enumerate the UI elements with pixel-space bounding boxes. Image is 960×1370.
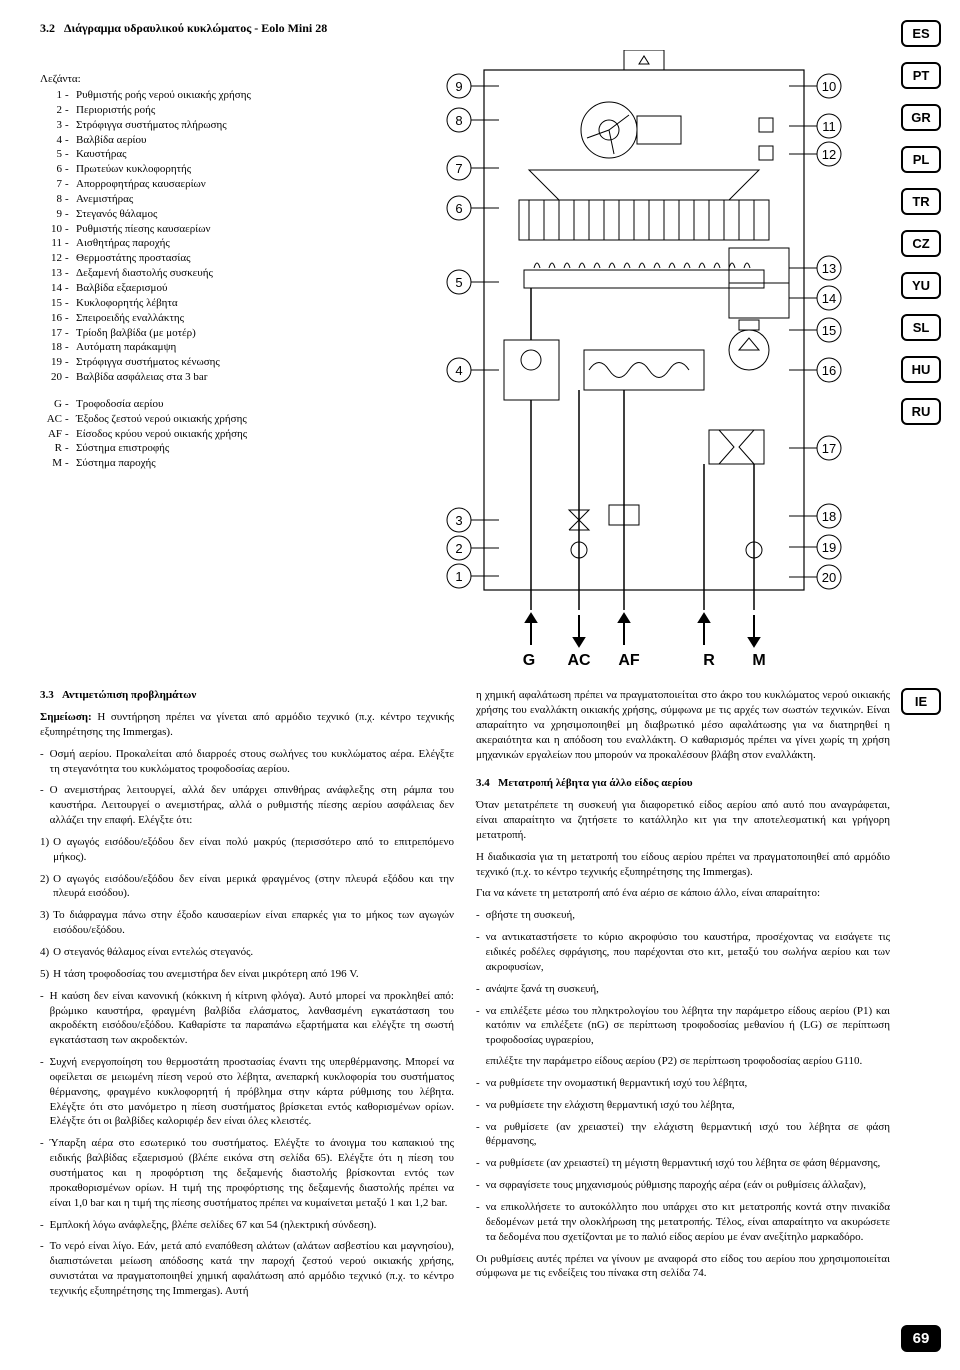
hydraulic-diagram: 9 8 7 6 5 4 3 2 1 10 11 12 13 14 15 16 17 18 19 20 G AC AF R M	[398, 50, 890, 670]
check-item: 2)Ο αγωγός εισόδου/εξόδου δεν είναι μερι…	[40, 872, 454, 902]
legend-item: 12-Θερμοστάτης προστασίας	[40, 251, 390, 266]
bullet-item: να ρυθμίσετε (αν χρειαστεί) την ελάχιστη…	[476, 1120, 890, 1150]
svg-text:R: R	[703, 652, 715, 669]
lang-pl: PL	[901, 146, 941, 173]
svg-text:17: 17	[822, 441, 836, 456]
sec34-title: 3.4 Μετατροπή λέβητα για άλλο είδος αερί…	[476, 776, 890, 791]
svg-text:7: 7	[455, 161, 462, 176]
bullet-item: ανάψτε ξανά τη συσκευή,	[476, 982, 890, 997]
right-sidebar-lower: IE 69	[900, 688, 942, 1352]
lang-hu: HU	[901, 356, 941, 383]
legend-item: 14-Βαλβίδα εξαερισμού	[40, 281, 390, 296]
legend-item: AF-Είσοδος κρύου νερού οικιακής χρήσης	[40, 427, 390, 442]
svg-text:19: 19	[822, 540, 836, 555]
lang-cz: CZ	[901, 230, 941, 257]
note: Σημείωση: Η συντήρηση πρέπει να γίνεται …	[40, 710, 454, 740]
svg-text:10: 10	[822, 79, 836, 94]
bullet-item: σβήστε τη συσκευή,	[476, 908, 890, 923]
check-item: 5)Η τάση τροφοδοσίας του ανεμιστήρα δεν …	[40, 967, 454, 982]
legend-heading: Λεζάντα:	[40, 72, 390, 87]
legend-item: 4-Βαλβίδα αερίου	[40, 133, 390, 148]
legend-item: 5-Καυστήρας	[40, 147, 390, 162]
legend-item: G-Τροφοδοσία αερίου	[40, 397, 390, 412]
svg-text:1: 1	[455, 569, 462, 584]
svg-text:G: G	[523, 652, 535, 669]
svg-text:4: 4	[455, 363, 462, 378]
legend-item: 20-Βαλβίδα ασφάλειας στα 3 bar	[40, 370, 390, 385]
svg-text:6: 6	[455, 201, 462, 216]
svg-text:9: 9	[455, 79, 462, 94]
svg-text:14: 14	[822, 291, 836, 306]
svg-text:13: 13	[822, 261, 836, 276]
legend-item: 7-Απορροφητήρας καυσαερίων	[40, 177, 390, 192]
bullet-item: να αντικαταστήσετε το κύριο ακροφύσιο το…	[476, 930, 890, 975]
svg-text:18: 18	[822, 509, 836, 524]
legend-connections: G-Τροφοδοσία αερίουAC-Έξοδος ζεστού νερο…	[40, 397, 390, 471]
legend-item: M-Σύστημα παροχής	[40, 456, 390, 471]
svg-text:11: 11	[822, 119, 836, 134]
left-text-column: 3.3 Αντιμετώπιση προβλημάτων Σημείωση: Η…	[40, 688, 454, 1352]
section-title: 3.2 Διάγραμμα υδραυλικού κυκλώματος - Eo…	[40, 20, 890, 36]
legend-list: 1-Ρυθμιστής ροής νερού οικιακής χρήσης2-…	[40, 88, 390, 385]
legend-item: 1-Ρυθμιστής ροής νερού οικιακής χρήσης	[40, 88, 390, 103]
sec33-title: 3.3 Αντιμετώπιση προβλημάτων	[40, 688, 454, 703]
bullet-item: να ρυθμίσετε την ελάχιστη θερμαντική ισχ…	[476, 1098, 890, 1113]
svg-text:20: 20	[822, 570, 836, 585]
legend-item: 2-Περιοριστής ροής	[40, 103, 390, 118]
legend-item: 17-Τρίοδη βαλβίδα (με μοτέρ)	[40, 326, 390, 341]
lang-sl: SL	[901, 314, 941, 341]
svg-text:16: 16	[822, 363, 836, 378]
legend-item: 19-Στρόφιγγα συστήματος κένωσης	[40, 355, 390, 370]
svg-text:AF: AF	[618, 652, 640, 669]
legend-item: R-Σύστημα επιστροφής	[40, 441, 390, 456]
svg-text:AC: AC	[567, 652, 591, 669]
check-item: 1)Ο αγωγός εισόδου/εξόδου δεν είναι πολύ…	[40, 835, 454, 865]
check-item: 4)Ο στεγανός θάλαμος είναι εντελώς στεγα…	[40, 945, 454, 960]
svg-text:12: 12	[822, 147, 836, 162]
svg-text:15: 15	[822, 323, 836, 338]
legend-item: 8-Ανεμιστήρας	[40, 192, 390, 207]
right-text-column: η χημική αφαλάτωση πρέπει να πραγματοποι…	[476, 688, 890, 1352]
lang-ru: RU	[901, 398, 941, 425]
svg-text:5: 5	[455, 275, 462, 290]
bullet-item: να ρυθμίσετε την ονομαστική θερμαντική ι…	[476, 1076, 890, 1091]
lang-tr: TR	[901, 188, 941, 215]
language-sidebar: ES PT GR PL TR CZ YU SL HU RU	[900, 20, 942, 688]
lang-yu: YU	[901, 272, 941, 299]
svg-text:3: 3	[455, 513, 462, 528]
lang-pt: PT	[901, 62, 941, 89]
legend-item: 6-Πρωτεύων κυκλοφορητής	[40, 162, 390, 177]
legend-item: 18-Αυτόματη παράκαμψη	[40, 340, 390, 355]
bullet-item: να επικολλήσετε το αυτοκόλλητο που υπάρχ…	[476, 1200, 890, 1245]
bullet-item: να σφραγίσετε τους μηχανισμούς ρύθμισης …	[476, 1178, 890, 1193]
legend-item: 9-Στεγανός θάλαμος	[40, 207, 390, 222]
legend-item: 13-Δεξαμενή διαστολής συσκευής	[40, 266, 390, 281]
bullet-item: να ρυθμίσετε (αν χρειαστεί) τη μέγιστη θ…	[476, 1156, 890, 1171]
legend-item: 16-Σπειροειδής εναλλάκτης	[40, 311, 390, 326]
lang-ie: IE	[901, 688, 941, 715]
legend-item: 11-Αισθητήρας παροχής	[40, 236, 390, 251]
svg-text:M: M	[752, 652, 765, 669]
page-number: 69	[901, 1325, 941, 1352]
check-item: 3)Το διάφραγμα πάνω στην έξοδο καυσαερίω…	[40, 908, 454, 938]
svg-text:2: 2	[455, 541, 462, 556]
lang-es: ES	[901, 20, 941, 47]
legend-item: 15-Κυκλοφορητής λέβητα	[40, 296, 390, 311]
legend-item: 10-Ρυθμιστής πίεσης καυσαερίων	[40, 222, 390, 237]
legend-item: 3-Στρόφιγγα συστήματος πλήρωσης	[40, 118, 390, 133]
svg-text:8: 8	[455, 113, 462, 128]
legend-column: Λεζάντα: 1-Ρυθμιστής ροής νερού οικιακής…	[40, 50, 390, 471]
check-list: 1)Ο αγωγός εισόδου/εξόδου δεν είναι πολύ…	[40, 835, 454, 982]
lang-gr: GR	[901, 104, 941, 131]
legend-item: AC-Έξοδος ζεστού νερού οικιακής χρήσης	[40, 412, 390, 427]
